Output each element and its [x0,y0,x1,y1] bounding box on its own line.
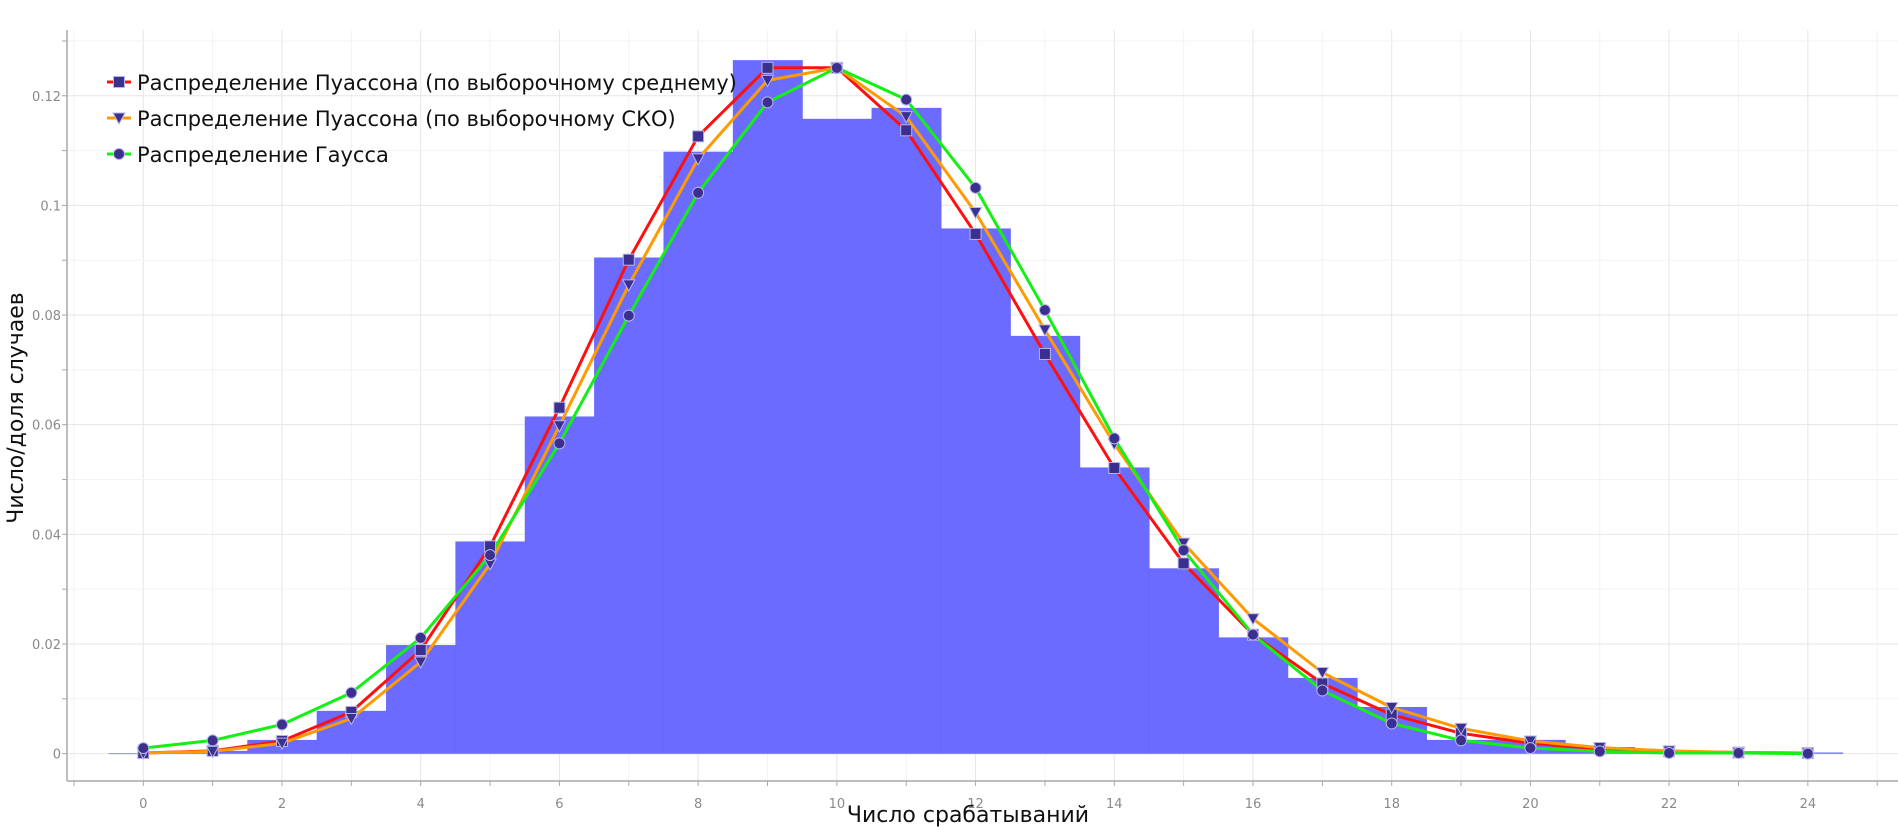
series-point [1523,735,1538,749]
series-point [1177,557,1190,570]
series-point [969,181,982,194]
series-point [622,253,635,266]
x-tick-label: 16 [1245,797,1262,812]
histogram-bar [1079,467,1150,754]
series-point [206,734,219,747]
histogram-bar [940,228,1011,754]
series-point [1315,666,1330,680]
x-axis-title: Число срабатываний [847,803,1089,828]
histogram-bar [594,257,665,754]
y-tick-label: 0.08 [32,309,61,324]
series-point [1385,717,1398,730]
legend-label: Распределение Пуассона (по выборочному с… [137,71,737,95]
y-tick-label: 0.04 [32,528,61,543]
series-point [1316,684,1329,697]
series-point [1108,432,1121,445]
series-point [345,686,358,699]
histogram-bar [1218,637,1289,754]
series-markers [136,61,1815,761]
x-tick-label: 22 [1661,797,1678,812]
y-tick-label: 0.12 [32,90,61,105]
x-tick-label: 20 [1522,797,1539,812]
series-point [1246,613,1260,626]
legend: Распределение Пуассона (по выборочному с… [107,71,737,167]
series-point [275,737,289,751]
series-point [552,420,567,433]
series-point [414,631,427,644]
series-point [1593,745,1606,758]
x-tick-label: 0 [139,797,147,812]
series-point [900,124,913,137]
series-point [276,718,289,731]
legend-label: Распределение Гаусса [137,143,389,167]
legend-swatch-marker [112,112,126,126]
histogram-bar [871,107,942,754]
series-point [761,61,774,74]
histogram-bar [663,151,734,754]
axes: 0 2 4 6 8 10 12 14 16 18 20 22 2400.020.040.060.080.… [32,30,1898,812]
series-point [969,227,982,240]
legend-label: Распределение Пуассона (по выборочному С… [137,107,676,131]
x-tick-label: 14 [1106,797,1123,812]
histogram-bar [1148,568,1219,754]
y-tick-label: 0.06 [32,419,61,434]
series-point [900,93,913,106]
legend-swatch-marker [113,76,125,88]
series-point [692,130,705,143]
series-point [622,309,635,322]
legend-swatch-marker [113,148,125,160]
series-point [344,713,359,726]
series-point [1454,722,1468,736]
series-point [761,96,774,109]
series-point [413,656,428,670]
x-tick-label: 24 [1800,797,1817,812]
histogram-bar [524,416,595,754]
histogram-bar [1010,335,1081,754]
histogram-bar [455,541,526,754]
histogram-bars [108,60,1844,755]
series-point [1455,734,1468,747]
series-point [553,437,566,450]
series-point [553,401,566,414]
series-point [760,74,775,88]
series-point [692,186,705,199]
series-point [899,111,914,124]
series-point [691,153,705,166]
series-point [1801,747,1814,760]
series-point [968,207,983,220]
series-point [1246,628,1259,641]
series-point [1524,742,1537,755]
series-point [1177,544,1190,557]
series-point [1038,324,1052,337]
series-point [137,742,150,755]
series-point [1384,702,1399,715]
series-point [1176,537,1191,551]
y-tick-label: 0 [53,748,61,763]
series-point [830,61,843,74]
histogram-bar [732,60,803,754]
x-tick-label: 18 [1383,797,1400,812]
x-tick-label: 4 [417,797,425,812]
x-tick-label: 2 [278,797,286,812]
x-tick-label: 10 [829,797,846,812]
x-tick-label: 12 [967,797,984,812]
series-point [1108,461,1121,474]
x-tick-label: 8 [694,797,702,812]
series-point [1663,747,1676,760]
y-axis-title: Число/доля случаев [4,292,29,524]
histogram-bar [802,118,873,754]
series-point [1732,747,1745,760]
series-point [484,549,497,562]
series-point [1038,347,1051,360]
y-tick-label: 0.02 [32,638,61,653]
series-point [414,643,427,656]
series-point [1038,304,1051,317]
y-tick-label: 0.1 [40,199,61,214]
x-tick-label: 6 [555,797,563,812]
series-point [621,279,636,292]
